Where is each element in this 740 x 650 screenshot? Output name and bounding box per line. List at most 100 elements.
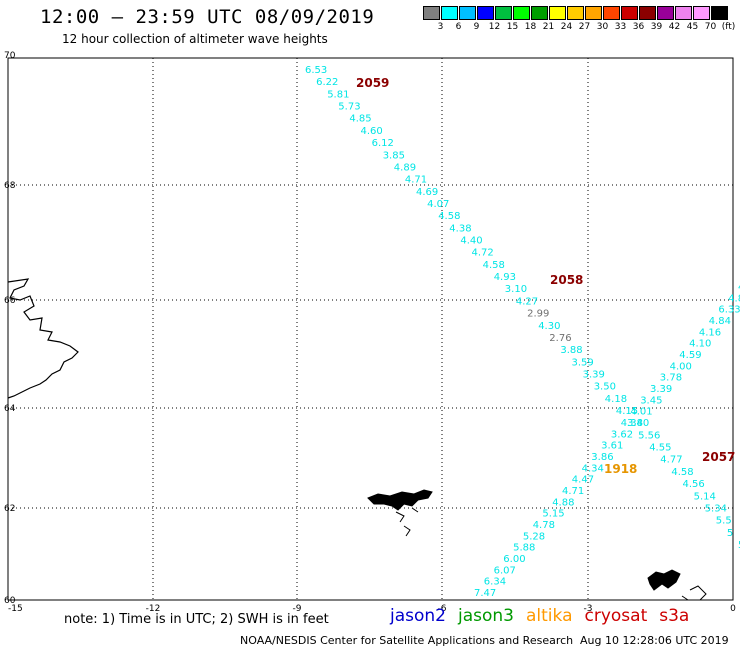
wave-height-label: 3.86	[591, 452, 613, 463]
wave-height-label: 4.84	[709, 316, 731, 327]
wave-height-label: 6.07	[494, 565, 516, 576]
color-scale-label: 12	[488, 22, 501, 32]
wave-height-label: 5	[727, 528, 733, 539]
color-scale-label: 9	[473, 22, 480, 32]
wave-height-label: 5.28	[523, 531, 545, 542]
wave-height-label: 5.15	[542, 509, 564, 520]
wave-height-label: 5.88	[513, 543, 535, 554]
wave-height-label: 3.88	[560, 345, 582, 356]
wave-height-label: 5.5	[716, 516, 732, 527]
latitude-tick-label: 66	[4, 296, 16, 306]
color-swatch	[423, 6, 440, 20]
wave-height-label: 4.10	[689, 339, 711, 350]
wave-height-label: 6.53	[305, 65, 327, 76]
wave-height-label: 5.73	[338, 102, 360, 113]
longitude-tick-label: -6	[438, 604, 447, 614]
wave-height-label: 4.71	[405, 175, 427, 186]
wave-height-label: 4.27	[516, 296, 538, 307]
map-title: 12:00 — 23:59 UTC 08/09/2019	[40, 6, 375, 28]
wave-height-label: 4.55	[649, 443, 671, 454]
color-scale-label: (ft)	[721, 22, 736, 32]
faroe-islets	[395, 507, 419, 537]
wave-height-label: 4.71	[562, 486, 584, 497]
color-swatch	[585, 6, 602, 20]
color-scale-label: 6	[455, 22, 462, 32]
color-scale-label: 42	[668, 22, 681, 32]
wave-height-label: 5.14	[694, 491, 716, 502]
units-note: note: 1) Time is in UTC; 2) SWH is in fe…	[64, 612, 329, 627]
wave-height-label: 6.00	[503, 554, 525, 565]
wave-height-label: 5.81	[327, 89, 349, 100]
shetland-islets	[681, 585, 707, 601]
wave-height-label: 3.59	[572, 357, 594, 368]
wave-height-label: 4.47	[572, 475, 594, 486]
wave-height-label: 4.07	[427, 199, 449, 210]
color-swatch	[603, 6, 620, 20]
wave-height-label: 3.78	[660, 373, 682, 384]
color-scale-label: 30	[596, 22, 609, 32]
color-swatch	[657, 6, 674, 20]
wave-height-label: 6.33	[718, 305, 740, 316]
wave-height-label: 3.40	[627, 418, 649, 429]
color-swatch	[441, 6, 458, 20]
wave-height-label: 4.85	[349, 114, 371, 125]
wave-height-label: 4.88	[552, 497, 574, 508]
longitude-tick-label: 0	[730, 604, 736, 614]
color-scale-label: 18	[524, 22, 537, 32]
wave-height-label: 7.47	[474, 588, 496, 599]
wave-height-label: 2.99	[527, 309, 549, 320]
wave-height-label: 5.56	[638, 430, 660, 441]
wave-height-label: 3.62	[611, 429, 633, 440]
wave-height-label: 4.77	[660, 455, 682, 466]
satellite-legend: jason2 jason3 altika cryosat s3a	[390, 606, 701, 626]
generated-timestamp: Aug 10 12:28:06 UTC 2019	[580, 634, 729, 647]
longitude-tick-label: -15	[8, 604, 23, 614]
color-swatch	[495, 6, 512, 20]
wave-height-label: 4.78	[533, 520, 555, 531]
wave-height-label: 3.45	[640, 395, 662, 406]
color-scale-label: 70	[704, 22, 717, 32]
wave-height-label: 4.60	[361, 126, 383, 137]
legend-entry-cryosat: cryosat	[584, 606, 648, 626]
color-swatch	[531, 6, 548, 20]
wave-height-label: 4.38	[621, 418, 643, 429]
color-scale-label: 27	[578, 22, 591, 32]
wave-height-label: 6.12	[372, 138, 394, 149]
shetland-islands	[647, 569, 681, 591]
wave-height-label: 3.10	[505, 284, 527, 295]
wave-height-label: 4.15	[616, 406, 638, 417]
axis-ticks: -15 -12 -9 -6 -3 0 70 68 66 64 62 60	[4, 51, 736, 614]
color-scale-legend: 3 6 9 12 15 18 21 24 27 30 33 36 39 42 45 70 (ft)	[423, 6, 735, 36]
faroe-islands	[367, 489, 433, 511]
wave-height-label: 4.89	[728, 293, 740, 304]
wave-height-label: 4.89	[394, 162, 416, 173]
color-scale-label: 15	[506, 22, 519, 32]
latitude-tick-label: 60	[4, 596, 16, 606]
wave-height-label: 3.39	[650, 384, 672, 395]
color-swatch	[477, 6, 494, 20]
wave-height-label: 4.69	[416, 187, 438, 198]
wave-height-label: 4.72	[472, 248, 494, 259]
color-swatch	[621, 6, 638, 20]
color-scale-label: 24	[560, 22, 573, 32]
altimeter-tracks: 6.536.225.815.734.854.606.123.854.894.71…	[305, 65, 740, 599]
color-swatch	[513, 6, 530, 20]
legend-entry-jason3: jason3	[458, 606, 514, 626]
color-swatch	[675, 6, 692, 20]
wave-height-label: 4.40	[460, 236, 482, 247]
graticule	[8, 58, 733, 600]
wave-height-label: 4.38	[449, 223, 471, 234]
legend-entry-s3a: s3a	[659, 606, 690, 626]
legend-entry-jason2: jason2	[390, 606, 446, 626]
color-swatch	[693, 6, 710, 20]
latitude-tick-label: 64	[4, 404, 16, 414]
latitude-tick-label: 68	[4, 181, 16, 191]
wave-height-label: 4.59	[679, 350, 701, 361]
latitude-tick-label: 62	[4, 504, 15, 514]
wave-height-label: 4.18	[605, 394, 627, 405]
longitude-tick-label: -9	[293, 604, 302, 614]
color-swatch	[711, 6, 728, 20]
wave-height-label: 2.76	[549, 333, 571, 344]
credit-line: NOAA/NESDIS Center for Satellite Applica…	[240, 634, 574, 647]
